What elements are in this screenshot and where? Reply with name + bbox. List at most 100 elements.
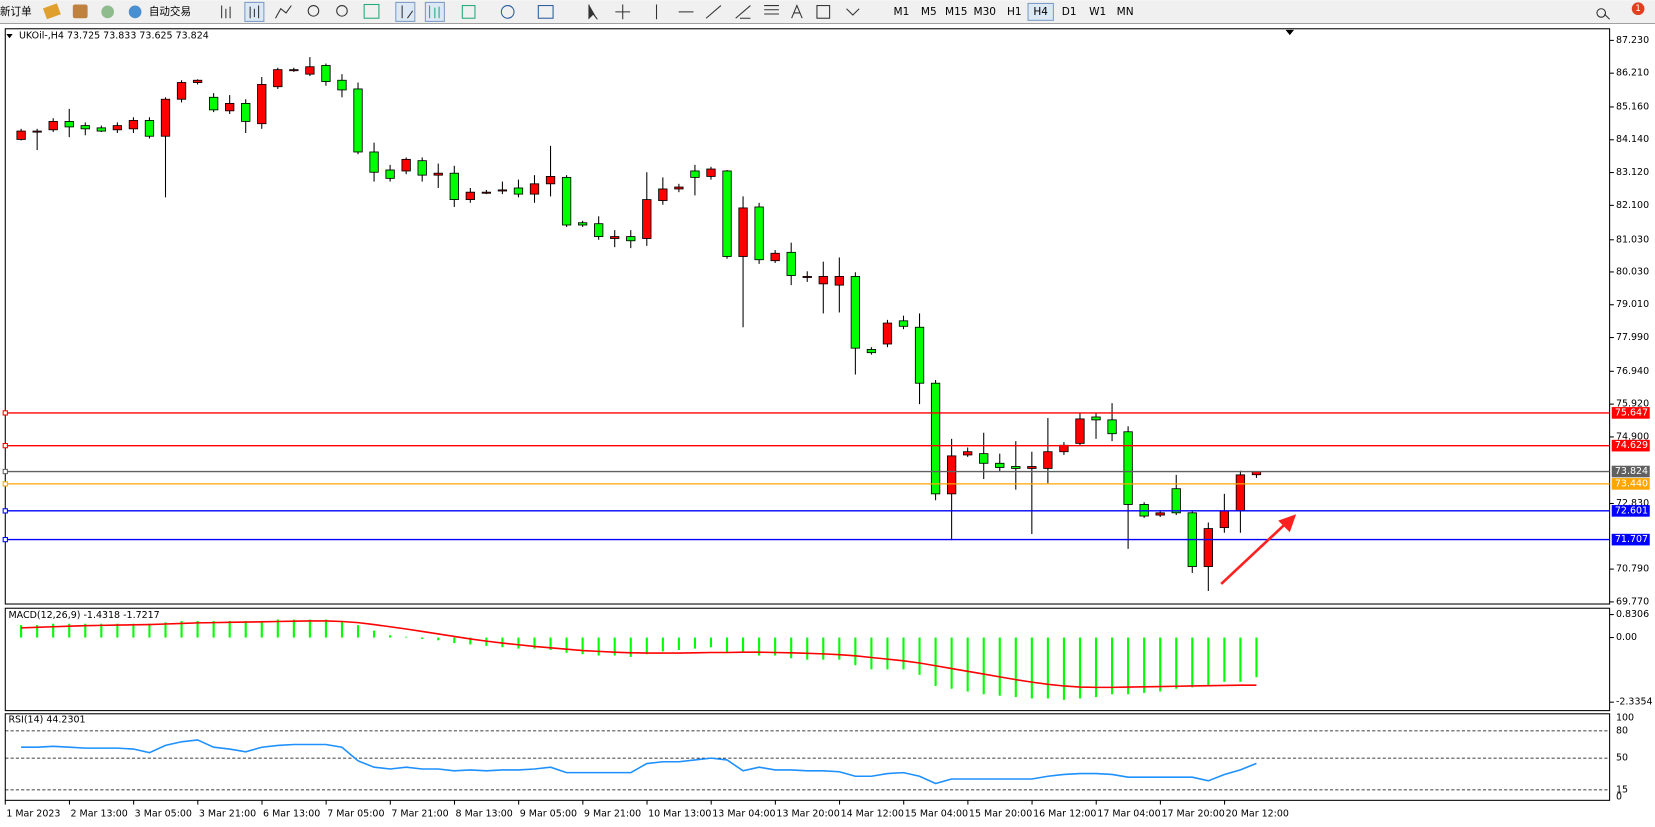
candle-body	[497, 189, 508, 192]
candle-body	[449, 172, 459, 201]
candle-body	[401, 158, 411, 172]
candle-body	[144, 120, 155, 137]
candle-body	[481, 191, 492, 194]
timeframe-button[interactable]: M5	[921, 6, 937, 18]
timeframe-button[interactable]: M15	[945, 6, 968, 18]
candle-body	[1091, 416, 1101, 421]
icon[interactable]	[500, 5, 515, 19]
search-icon[interactable]	[1596, 8, 1610, 20]
symbol-menu-arrow[interactable]	[6, 34, 13, 39]
icon[interactable]	[307, 5, 320, 17]
icon[interactable]	[249, 5, 260, 19]
icon[interactable]	[275, 5, 292, 19]
new-order-button[interactable]: 新订单	[0, 5, 32, 18]
timeframe-button[interactable]: MN	[1117, 6, 1134, 18]
y-tick-label: 50	[1616, 753, 1628, 764]
candle-body	[225, 102, 235, 112]
y-tick-label: 87.230	[1616, 35, 1649, 46]
candle-body	[963, 451, 973, 456]
y-tick-label: 70.790	[1616, 564, 1649, 575]
auto-trading-button[interactable]: 自动交易	[149, 5, 191, 18]
text-icon[interactable]	[791, 4, 803, 19]
annotation-arrow	[1220, 514, 1297, 585]
x-tick-label: 20 Mar 12:00	[1226, 809, 1289, 820]
auto-trading-icon[interactable]	[128, 5, 142, 19]
label-icon[interactable]	[816, 5, 831, 19]
icon[interactable]	[336, 5, 348, 17]
timeframe-active[interactable]	[1027, 2, 1054, 21]
icon[interactable]	[537, 5, 554, 19]
candle-body	[529, 183, 540, 195]
rsi-line	[21, 739, 1257, 785]
candle-body	[979, 453, 989, 464]
y-tick-label: 86.210	[1616, 68, 1649, 79]
cursor-icon[interactable]	[588, 4, 598, 20]
icon[interactable]	[72, 4, 88, 19]
arrows-icon[interactable]	[846, 8, 860, 16]
y-tick-label: 83.120	[1616, 167, 1649, 178]
y-tick-label: 0.8306	[1616, 609, 1649, 620]
plot-layer: 87.230 86.210 85.160 84.140 83.120 82.100 81.0…	[2, 35, 1653, 820]
icon[interactable]	[221, 5, 231, 19]
level-handle[interactable]	[2, 442, 8, 449]
level-label: 73.440	[1615, 478, 1648, 489]
trendline-icon[interactable]	[705, 5, 722, 19]
level-handle[interactable]	[2, 468, 8, 475]
channel-icon[interactable]	[735, 5, 751, 19]
x-tick-label: 3 Mar 21:00	[199, 809, 256, 820]
crosshair-icon[interactable]	[615, 4, 631, 20]
candle-body	[658, 188, 668, 201]
candle-body	[850, 276, 861, 349]
shift-marker	[1285, 29, 1295, 36]
icon[interactable]	[461, 5, 476, 19]
timeframe-button[interactable]: H4	[1033, 6, 1048, 18]
icon-active[interactable]	[395, 1, 416, 22]
level-handle[interactable]	[2, 410, 8, 416]
level-handle[interactable]	[2, 536, 8, 543]
level-label-bg	[1611, 478, 1650, 490]
candle-body	[786, 251, 796, 276]
x-tick-label: 15 Mar 20:00	[969, 809, 1032, 820]
candle-body	[257, 84, 267, 125]
macd-signal-line	[21, 620, 1257, 689]
candle-body	[754, 206, 764, 261]
y-tick-label: 81.030	[1616, 234, 1649, 245]
level-handle[interactable]	[2, 508, 8, 514]
x-tick-label: 9 Mar 05:00	[520, 809, 577, 820]
icon[interactable]	[363, 3, 380, 19]
timeframe-button[interactable]: D1	[1062, 6, 1077, 18]
timeframe-button[interactable]: H1	[1007, 6, 1022, 18]
candle-body	[64, 121, 74, 128]
candle-body	[48, 121, 58, 131]
fibo-icon[interactable]	[764, 5, 779, 15]
candle-body	[738, 207, 748, 257]
y-tick-label: 77.990	[1616, 332, 1649, 343]
level-handle[interactable]	[2, 481, 8, 487]
candle-body	[610, 236, 620, 239]
x-tick-label: 7 Mar 21:00	[391, 809, 448, 820]
y-tick-label: -2.3354	[1616, 697, 1653, 708]
icon[interactable]	[42, 3, 61, 20]
icon[interactable]	[401, 5, 414, 19]
y-tick-label: 84.140	[1616, 134, 1649, 145]
candle-body	[16, 130, 26, 140]
notification-badge[interactable]	[1631, 2, 1645, 16]
y-tick-label: 0	[1616, 792, 1622, 803]
candle-body	[930, 382, 941, 495]
icon[interactable]	[429, 5, 440, 19]
level-label: 73.824	[1615, 466, 1648, 477]
candle-body	[1011, 466, 1021, 469]
x-tick-label: 16 Mar 12:00	[1033, 809, 1096, 820]
timeframe-button[interactable]: W1	[1089, 6, 1106, 18]
timeframe-button[interactable]: M30	[974, 6, 997, 18]
candle-body	[1203, 528, 1213, 567]
candle-body	[353, 88, 363, 153]
candle-body	[513, 187, 524, 195]
icon[interactable]	[101, 5, 114, 19]
candle-body	[706, 168, 716, 177]
y-tick-label: 0.00	[1616, 632, 1637, 643]
y-tick-label: 72.830	[1616, 498, 1649, 509]
candle-body	[1027, 466, 1037, 469]
y-tick-label: 74.900	[1616, 431, 1649, 442]
timeframe-button[interactable]: M1	[893, 6, 909, 18]
